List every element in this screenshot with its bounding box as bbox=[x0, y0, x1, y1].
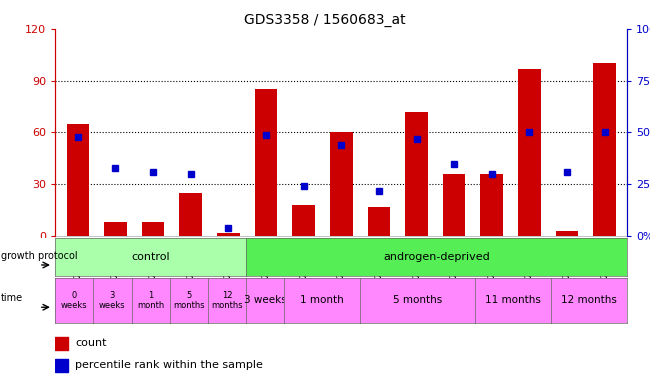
Bar bbox=[405, 112, 428, 236]
Text: growth protocol: growth protocol bbox=[1, 251, 78, 261]
Text: percentile rank within the sample: percentile rank within the sample bbox=[75, 360, 263, 370]
Text: 12 months: 12 months bbox=[561, 295, 617, 306]
Bar bbox=[518, 68, 541, 236]
Bar bbox=[217, 233, 240, 236]
Bar bbox=[104, 222, 127, 236]
Text: 5 months: 5 months bbox=[393, 295, 442, 306]
Bar bbox=[330, 132, 352, 236]
Text: 3
weeks: 3 weeks bbox=[99, 291, 125, 310]
Bar bbox=[255, 89, 278, 236]
Bar bbox=[55, 337, 68, 349]
Bar bbox=[593, 63, 616, 236]
Text: androgen-deprived: androgen-deprived bbox=[384, 252, 490, 262]
Bar bbox=[556, 231, 578, 236]
Bar bbox=[55, 359, 68, 372]
Text: time: time bbox=[1, 293, 23, 303]
Bar bbox=[443, 174, 465, 236]
Bar bbox=[292, 205, 315, 236]
Text: 0
weeks: 0 weeks bbox=[61, 291, 88, 310]
Text: count: count bbox=[75, 338, 107, 348]
Text: 11 months: 11 months bbox=[485, 295, 541, 306]
Text: 12
months: 12 months bbox=[211, 291, 242, 310]
Text: 5
months: 5 months bbox=[173, 291, 205, 310]
Bar bbox=[480, 174, 503, 236]
Text: 1 month: 1 month bbox=[300, 295, 344, 306]
Bar bbox=[179, 193, 202, 236]
Text: 1
month: 1 month bbox=[137, 291, 164, 310]
Bar bbox=[368, 207, 390, 236]
Bar bbox=[142, 222, 164, 236]
Text: 3 weeks: 3 weeks bbox=[244, 295, 287, 306]
Text: control: control bbox=[131, 252, 170, 262]
Text: GDS3358 / 1560683_at: GDS3358 / 1560683_at bbox=[244, 13, 406, 27]
Bar bbox=[66, 124, 89, 236]
